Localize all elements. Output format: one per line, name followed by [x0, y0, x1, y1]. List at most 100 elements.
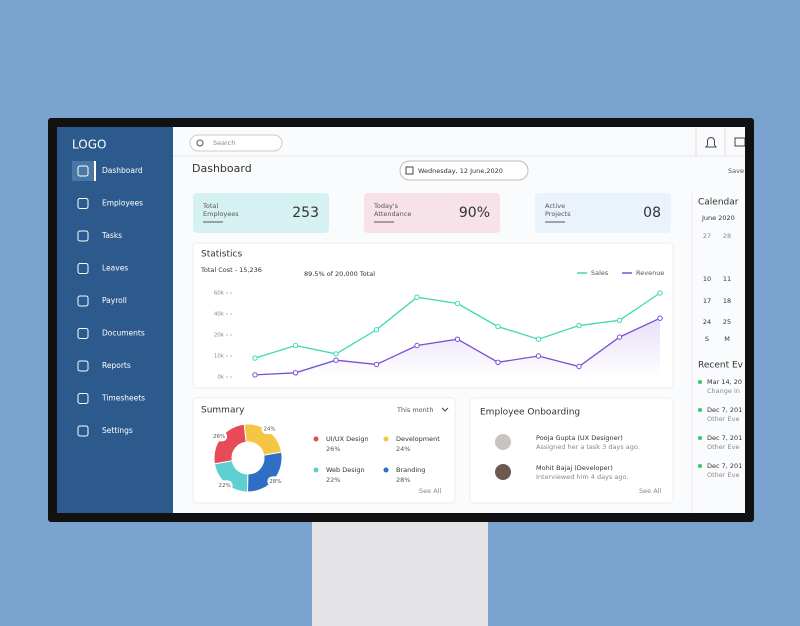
- calendar-day[interactable]: 25: [723, 318, 731, 326]
- bell-icon[interactable]: [705, 137, 717, 148]
- card-label: Today's: [373, 202, 399, 210]
- nav-icon: [77, 295, 89, 307]
- search-box[interactable]: [189, 134, 283, 152]
- search-placeholder: Search: [213, 139, 235, 147]
- data-point: [373, 327, 380, 333]
- calendar-day[interactable]: 28: [723, 232, 731, 240]
- data-point: [576, 363, 582, 370]
- onboarding-title: Employee Onboarding: [480, 408, 580, 418]
- data-point: [657, 290, 663, 296]
- nav-item[interactable]: Payroll: [102, 296, 127, 305]
- y-tick-label: 60k: [214, 291, 225, 297]
- statistics-panel: [192, 242, 674, 389]
- nav-item[interactable]: Leaves: [102, 264, 128, 273]
- data-point: [616, 334, 623, 340]
- see-all[interactable]: See All: [639, 487, 661, 495]
- sidebar: [57, 127, 173, 513]
- date-pill[interactable]: [399, 160, 529, 181]
- see-all[interactable]: See All: [419, 487, 441, 495]
- chart-subtitle: Total Cost - 15,236: [200, 266, 262, 274]
- calendar-title: Calendar: [698, 198, 739, 208]
- revenue-area: [255, 318, 660, 377]
- data-point: [616, 317, 623, 323]
- data-point: [576, 322, 582, 329]
- data-point: [333, 351, 339, 357]
- event-dot: [698, 464, 702, 468]
- legend-dot: [383, 436, 389, 442]
- nav-icon: [77, 230, 89, 242]
- nav-item[interactable]: Reports: [102, 361, 131, 370]
- donut-label-bg: [211, 431, 228, 442]
- calendar-day[interactable]: 17: [703, 297, 711, 305]
- legend-label: Web Design: [326, 466, 365, 474]
- donut-label-bg: [267, 476, 284, 487]
- legend-value: 24%: [396, 445, 410, 453]
- card-label: Attendance: [374, 210, 411, 218]
- donut-label-bg: [216, 480, 233, 491]
- nav-item[interactable]: Timesheets: [101, 394, 145, 403]
- calendar-day[interactable]: 27: [703, 232, 711, 240]
- events-title: Recent Ev: [698, 361, 744, 371]
- calendar-day[interactable]: S: [705, 335, 709, 343]
- calendar-day[interactable]: 24: [703, 318, 711, 326]
- data-point: [292, 342, 299, 349]
- data-point: [454, 300, 461, 307]
- event-text: Change in: [707, 387, 740, 395]
- data-point: [495, 359, 501, 365]
- nav-item[interactable]: Tasks: [101, 231, 122, 240]
- data-point: [292, 370, 299, 376]
- period-dropdown[interactable]: This month: [396, 406, 433, 414]
- data-point: [252, 355, 258, 361]
- nav-icon: [77, 328, 89, 339]
- calendar-day[interactable]: 18: [723, 297, 731, 305]
- nav-icon: [77, 425, 89, 437]
- event-date: Mar 14, 20: [707, 378, 742, 386]
- calendar-day[interactable]: 10: [703, 275, 711, 283]
- calendar-icon: [405, 166, 414, 175]
- calendar-month: June 2020: [701, 214, 735, 222]
- save-button[interactable]: Save: [728, 167, 744, 175]
- card-value: 90%: [459, 205, 490, 221]
- event-date: Dec 7, 201: [707, 406, 742, 414]
- calendar-day[interactable]: 11: [723, 275, 731, 283]
- data-point: [252, 372, 258, 378]
- y-tick-label: 0k: [217, 375, 224, 381]
- data-point: [657, 315, 663, 321]
- legend-label: Development: [396, 435, 440, 443]
- donut-segment: [213, 460, 249, 493]
- nav-item[interactable]: Settings: [102, 426, 133, 435]
- nav-icon: [77, 165, 89, 177]
- legend-dot: [313, 467, 319, 473]
- dropdown-arrow: [441, 407, 449, 412]
- chart-title: Statistics: [201, 250, 242, 260]
- page-title: Dashboard: [192, 162, 252, 175]
- legend-value: 22%: [326, 476, 340, 484]
- donut-label: 22%: [219, 483, 231, 489]
- avatar: [495, 434, 511, 450]
- mail-icon[interactable]: [734, 137, 745, 147]
- legend-value: 28%: [396, 476, 410, 484]
- card-value: 08: [643, 205, 661, 221]
- nav-icon: [77, 263, 89, 274]
- nav-item[interactable]: Documents: [102, 329, 145, 338]
- y-tick-label: 10k: [214, 354, 225, 360]
- employee-name: Pooja Gupta (UX Designer): [536, 434, 623, 442]
- nav-active-bar: [94, 161, 96, 181]
- monitor-stand: [312, 520, 488, 626]
- data-point: [333, 357, 339, 363]
- card-value: 253: [292, 205, 319, 221]
- event-text: Other Eve: [707, 443, 739, 451]
- calendar-day[interactable]: M: [724, 335, 730, 343]
- data-point: [495, 323, 501, 330]
- data-point: [535, 353, 542, 359]
- data-point: [414, 342, 420, 349]
- donut-label: 26%: [213, 434, 225, 440]
- search-icon: [196, 139, 204, 147]
- card-label: Projects: [545, 210, 571, 218]
- nav-item[interactable]: Employees: [102, 199, 143, 208]
- legend-label: Sales: [591, 269, 609, 277]
- nav-item[interactable]: Dashboard: [102, 166, 143, 175]
- nav-icon: [77, 360, 89, 372]
- y-tick-label: 20k: [214, 333, 225, 339]
